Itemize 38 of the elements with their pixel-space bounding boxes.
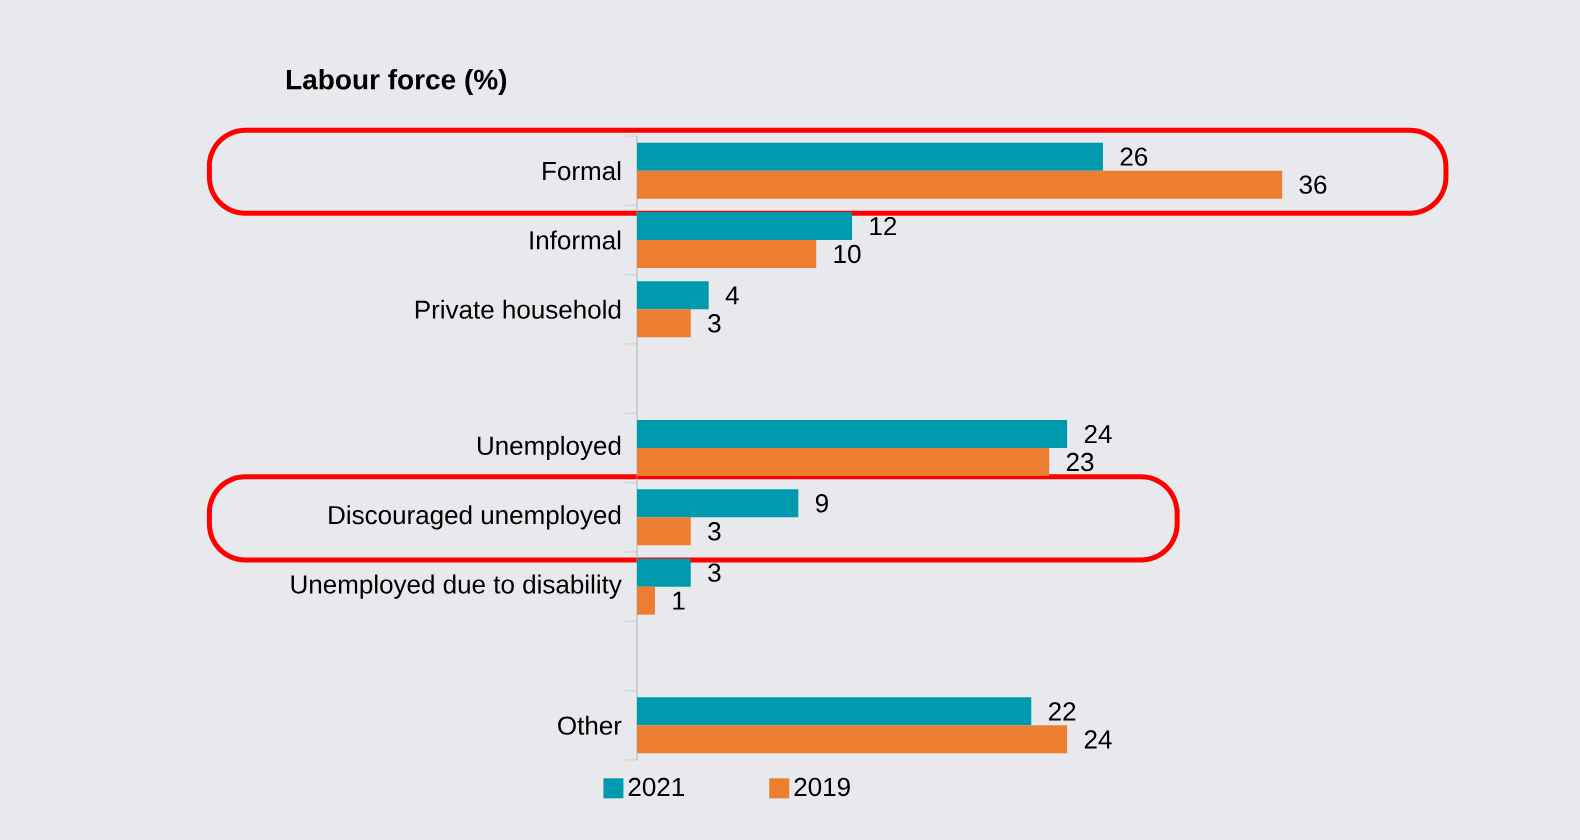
y-tick-label: Formal (543, 161, 621, 181)
data-label: 4 (725, 286, 739, 305)
data-label: 12 (870, 216, 897, 236)
data-label: 3 (708, 522, 721, 541)
data-label: 22 (1048, 702, 1076, 721)
y-tick-label: Private household (415, 299, 621, 319)
y-tick-label: Informal (530, 230, 621, 250)
data-label: 9 (815, 494, 828, 513)
data-label: 24 (1084, 730, 1112, 749)
y-tick-label: Unemployed due to disability (291, 574, 622, 599)
bar (637, 212, 853, 240)
data-label: 3 (708, 314, 721, 333)
bar (637, 419, 1068, 448)
y-tick-label: Unemployed (477, 435, 621, 461)
y-tick-label: Other (558, 715, 622, 735)
data-label: 1 (673, 591, 685, 610)
bar (637, 489, 799, 518)
y-tick-label: Discouraged unemployed (329, 505, 621, 530)
data-label: 26 (1120, 147, 1148, 166)
data-label: 23 (1066, 452, 1094, 472)
text: Labour force (%) (286, 68, 507, 96)
bar (637, 447, 1050, 476)
data-label: 3 (708, 563, 721, 582)
bar (637, 281, 709, 310)
data-label: 10 (834, 244, 861, 264)
bar (637, 517, 691, 546)
bar (637, 170, 1283, 199)
legend-label: 2019 (794, 777, 850, 797)
bar (637, 586, 655, 615)
data-label: 24 (1084, 424, 1112, 444)
data-label: 36 (1299, 175, 1327, 194)
bar (637, 239, 817, 268)
bar (637, 142, 1103, 171)
legend-label: 2021 (628, 777, 684, 797)
bar (637, 725, 1068, 754)
bar (637, 558, 691, 587)
bar (637, 309, 691, 338)
bar (637, 697, 1032, 726)
